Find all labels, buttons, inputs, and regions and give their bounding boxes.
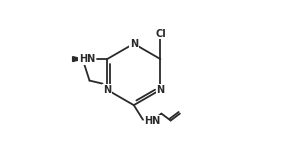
Text: HN: HN	[144, 115, 161, 126]
Text: N: N	[156, 85, 164, 95]
Text: N: N	[130, 39, 138, 49]
Polygon shape	[73, 57, 83, 62]
Text: N: N	[103, 85, 111, 95]
Text: Cl: Cl	[155, 29, 166, 39]
Text: HN: HN	[79, 54, 95, 64]
